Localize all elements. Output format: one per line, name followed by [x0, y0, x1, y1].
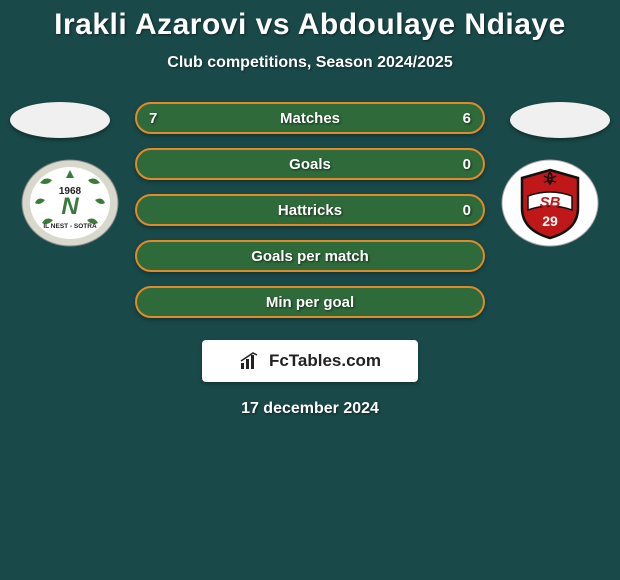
stat-right-value: 0 [463, 202, 471, 219]
stat-right-value: 0 [463, 156, 471, 173]
main-area: 1968 N IL NEST - SOTRA SB 29 7 Matches 6 [0, 102, 620, 418]
stat-row-min-per-goal: Min per goal [135, 286, 485, 318]
badge-left-letter: N [61, 193, 79, 220]
badge-right-number: 29 [542, 213, 558, 229]
player-left-avatar [10, 102, 110, 138]
date-text: 17 december 2024 [0, 400, 620, 418]
player-right-avatar [510, 102, 610, 138]
stat-left-value: 7 [149, 110, 157, 127]
stat-label: Goals [289, 156, 331, 173]
stat-label: Min per goal [266, 294, 354, 311]
stat-label: Goals per match [251, 248, 369, 265]
stat-row-hattricks: Hattricks 0 [135, 194, 485, 226]
stat-label: Matches [280, 110, 340, 127]
stat-row-matches: 7 Matches 6 [135, 102, 485, 134]
club-badge-left: 1968 N IL NEST - SOTRA [20, 158, 120, 248]
club-badge-right: SB 29 [500, 158, 600, 248]
stat-label: Hattricks [278, 202, 342, 219]
comparison-card: Irakli Azarovi vs Abdoulaye Ndiaye Club … [0, 0, 620, 418]
subtitle: Club competitions, Season 2024/2025 [0, 54, 620, 72]
stat-rows: 7 Matches 6 Goals 0 Hattricks 0 Goals pe… [135, 102, 485, 318]
chart-icon [239, 351, 263, 371]
brand-text: FcTables.com [269, 351, 381, 371]
badge-right-text: SB [540, 194, 561, 211]
stat-right-value: 6 [463, 110, 471, 127]
club-badge-left-svg: 1968 N IL NEST - SOTRA [20, 158, 120, 248]
page-title: Irakli Azarovi vs Abdoulaye Ndiaye [0, 8, 620, 42]
stat-row-goals-per-match: Goals per match [135, 240, 485, 272]
club-badge-right-svg: SB 29 [500, 158, 600, 248]
stat-row-goals: Goals 0 [135, 148, 485, 180]
badge-left-name: IL NEST - SOTRA [43, 223, 97, 230]
branding-box: FcTables.com [202, 340, 418, 382]
